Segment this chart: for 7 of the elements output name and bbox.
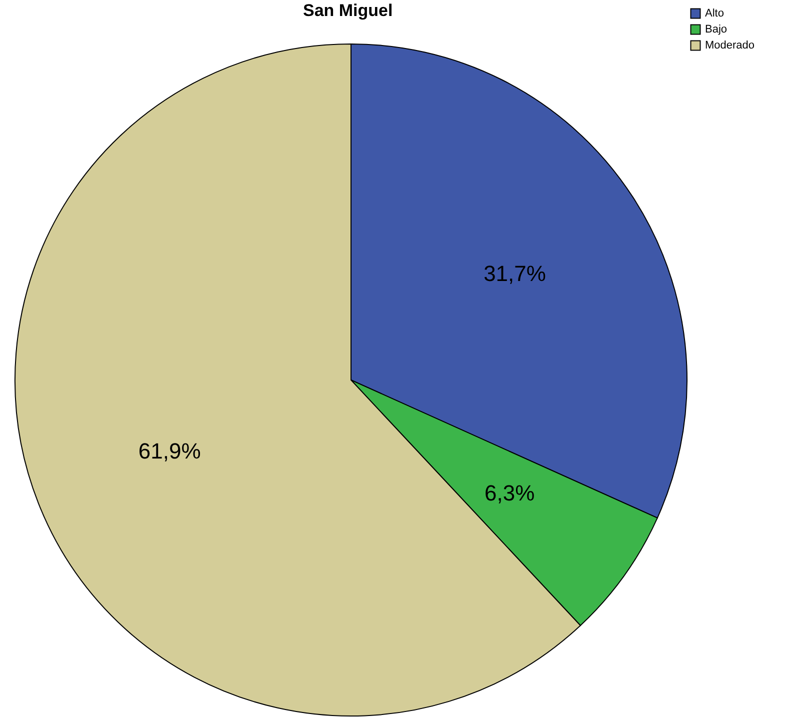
chart-title: San Miguel (303, 1, 393, 20)
data-label: 6,3% (484, 480, 535, 506)
data-label: 31,7% (484, 261, 546, 286)
legend-label: Bajo (705, 24, 728, 36)
data-label: 61,9% (138, 438, 201, 464)
legend-label: Moderado (705, 40, 755, 52)
legend-label: Alto (705, 8, 724, 20)
